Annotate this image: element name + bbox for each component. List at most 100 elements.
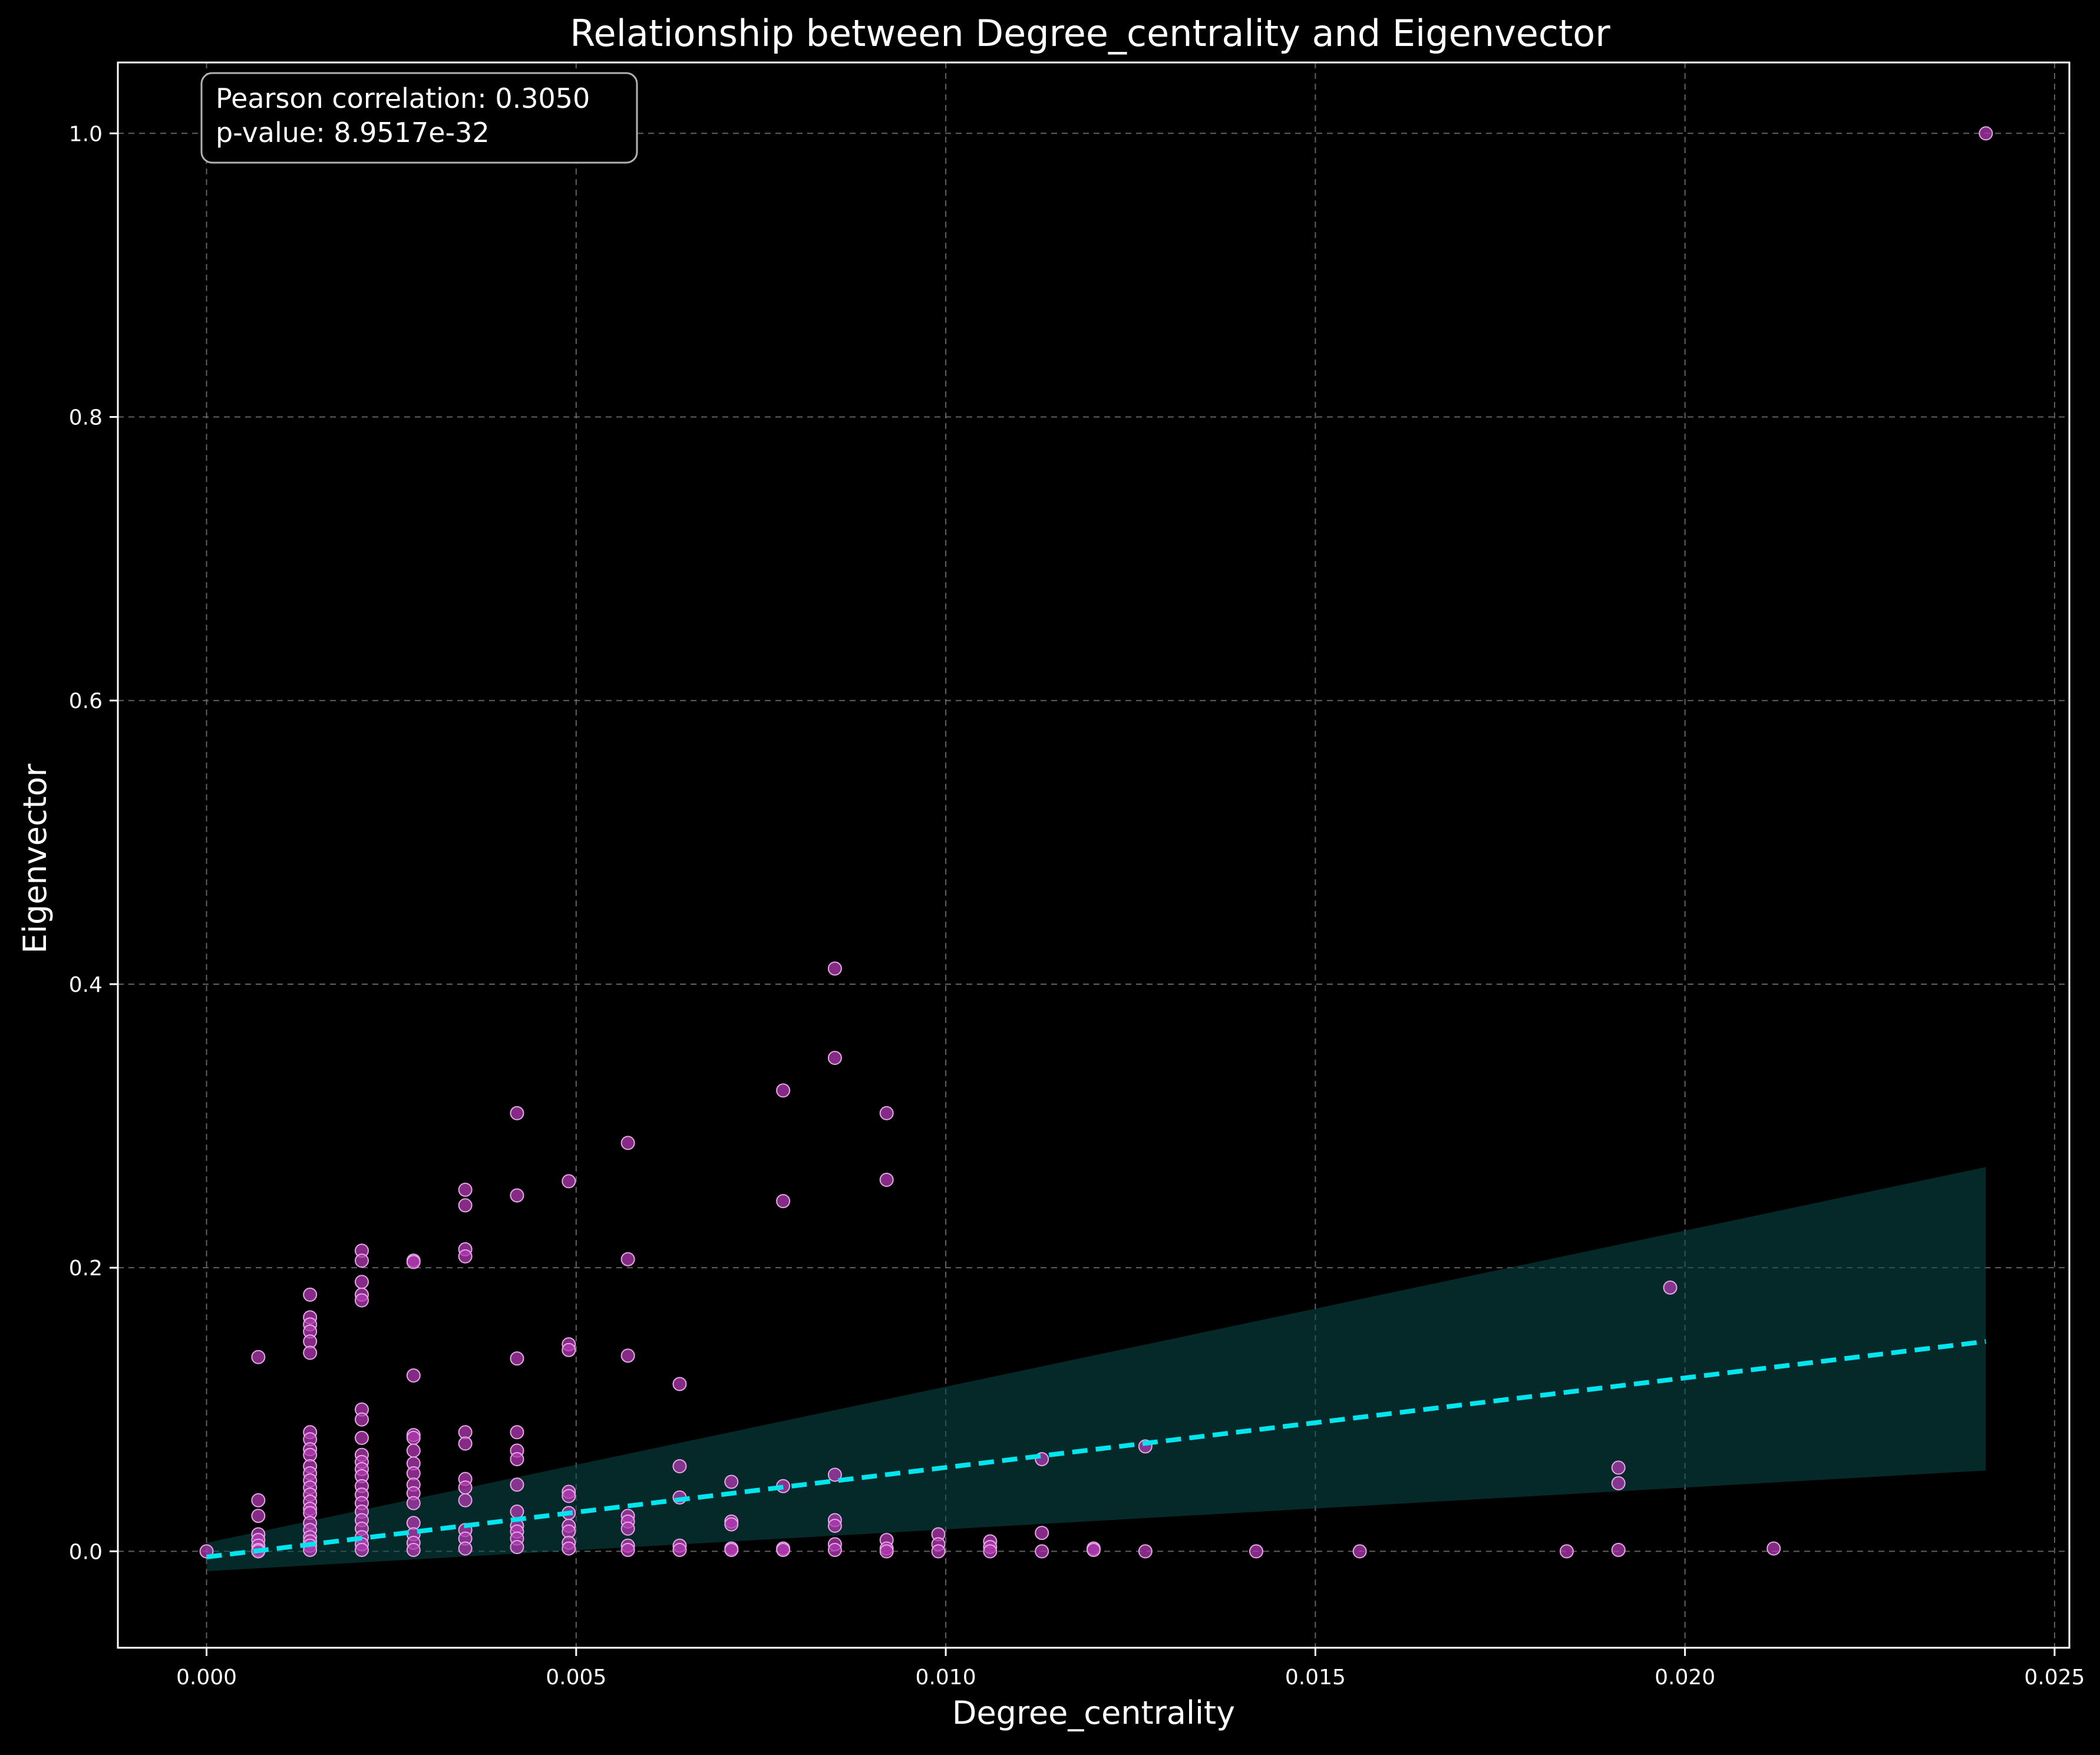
data-point [355,1542,369,1557]
data-point [1035,1526,1049,1540]
data-point [724,1542,739,1557]
data-point [303,1287,318,1302]
data-point [510,1425,524,1440]
data-point [562,1489,576,1503]
data-point [406,1542,421,1557]
data-point [1979,126,1993,141]
data-point [931,1544,946,1559]
confidence-band [206,1167,1986,1572]
data-point [510,1540,524,1555]
data-point [827,1519,842,1533]
x-tick-label: 0.005 [546,1665,606,1690]
data-point [620,1348,635,1363]
y-tick-label: 0.8 [69,406,103,430]
data-point [355,1430,369,1445]
y-axis-title: Eigenvector [16,763,54,954]
data-point [406,1496,421,1510]
x-tick-label: 0.020 [1655,1665,1715,1690]
x-tick-label: 0.000 [176,1665,237,1690]
data-point [827,1051,842,1065]
data-point [510,1106,524,1120]
data-point [510,1451,524,1466]
data-point [1138,1544,1153,1559]
data-point [458,1541,473,1556]
x-tick-label: 0.010 [916,1665,976,1690]
data-point [406,1430,421,1445]
data-point [776,1194,791,1209]
data-point [1766,1541,1781,1556]
data-point [1663,1280,1678,1295]
stats-annotation-box [200,72,638,164]
data-point [879,1544,894,1559]
x-axis-title: Degree_centrality [952,1694,1235,1731]
data-point [827,1467,842,1482]
data-point [776,1083,791,1098]
data-point [1035,1544,1049,1559]
data-point [620,1136,635,1150]
y-tick-label: 0.2 [69,1256,103,1281]
data-point [458,1493,473,1507]
data-point [879,1172,894,1187]
data-point [620,1521,635,1536]
data-point [724,1474,739,1489]
data-point [562,1174,576,1189]
data-point [1611,1460,1626,1475]
data-point [355,1293,369,1308]
y-tick-label: 0.4 [69,973,103,997]
data-point [672,1459,687,1474]
data-point [458,1198,473,1213]
data-point [303,1345,318,1360]
data-point [1611,1542,1626,1557]
data-point [1352,1544,1367,1559]
data-point [458,1182,473,1197]
data-point [251,1350,266,1364]
data-point [620,1542,635,1557]
data-point [510,1351,524,1366]
data-point [1087,1542,1101,1557]
x-tick-label: 0.025 [2024,1665,2085,1690]
data-point [458,1249,473,1264]
data-point [1249,1544,1263,1559]
data-point [458,1480,473,1495]
data-point [1611,1476,1626,1490]
data-point [562,1541,576,1556]
x-tick-label: 0.015 [1285,1665,1346,1690]
data-point [827,961,842,976]
confidence-band-group [206,1167,1986,1572]
plot-frame [117,61,2071,1649]
axis-ticks: 0.000 0.005 0.010 0.015 0.020 0.025 0.0 0.2 0.4 0… [69,122,2085,1690]
data-point [355,1253,369,1268]
data-point [251,1493,266,1507]
data-point [879,1106,894,1120]
data-point [406,1443,421,1458]
p-value-text: p-value: 8.9517e-32 [216,117,490,149]
data-point [355,1412,369,1427]
data-point [458,1436,473,1451]
data-point [672,1542,687,1557]
stats-annotation: Pearson correlation: 0.3050 p-value: 8.9… [200,72,638,164]
y-tick-label: 0.0 [69,1540,103,1564]
data-point [827,1542,842,1557]
data-point [251,1509,266,1523]
data-point [355,1275,369,1289]
y-tick-label: 0.6 [69,690,103,714]
chart-title: Relationship between Degree_centrality a… [570,12,1610,55]
y-tick-label: 1.0 [69,122,103,146]
data-point [672,1377,687,1391]
regression-line [206,1339,1986,1559]
data-point [510,1477,524,1492]
pearson-correlation-text: Pearson correlation: 0.3050 [216,83,590,114]
regression-line-group [206,1339,1986,1559]
data-point [776,1542,791,1557]
data-point [724,1517,739,1532]
data-point [1559,1544,1574,1559]
data-point [406,1255,421,1269]
data-point [510,1505,524,1519]
data-point [983,1544,998,1559]
data-point [510,1188,524,1203]
data-point [620,1252,635,1266]
data-point [406,1368,421,1383]
data-point [562,1342,576,1357]
